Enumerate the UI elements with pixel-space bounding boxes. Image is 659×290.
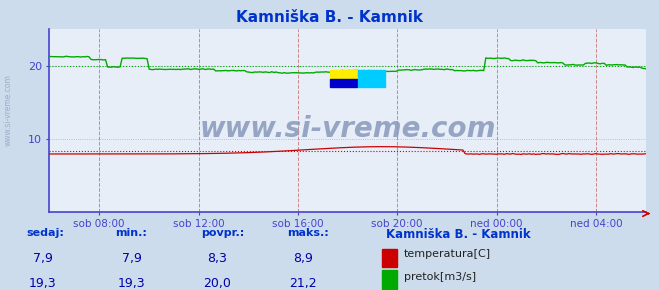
Text: 20,0: 20,0 — [204, 277, 231, 290]
Text: 19,3: 19,3 — [29, 277, 57, 290]
Text: www.si-vreme.com: www.si-vreme.com — [3, 74, 13, 146]
Bar — [358, 79, 385, 87]
Text: 7,9: 7,9 — [122, 252, 142, 265]
Text: sedaj:: sedaj: — [26, 229, 64, 238]
Text: povpr.:: povpr.: — [201, 229, 244, 238]
Bar — [330, 79, 357, 87]
Bar — [382, 249, 397, 267]
Text: Kamniška B. - Kamnik: Kamniška B. - Kamnik — [236, 10, 423, 25]
Text: pretok[m3/s]: pretok[m3/s] — [404, 272, 476, 282]
Text: temperatura[C]: temperatura[C] — [404, 249, 491, 259]
Text: 8,9: 8,9 — [293, 252, 313, 265]
Text: Kamniška B. - Kamnik: Kamniška B. - Kamnik — [386, 229, 530, 241]
Bar — [358, 70, 385, 78]
Text: min.:: min.: — [115, 229, 147, 238]
Text: 21,2: 21,2 — [289, 277, 317, 290]
Text: www.si-vreme.com: www.si-vreme.com — [200, 115, 496, 144]
Text: 8,3: 8,3 — [208, 252, 227, 265]
Bar — [382, 270, 397, 289]
Text: 7,9: 7,9 — [33, 252, 53, 265]
Text: maks.:: maks.: — [287, 229, 328, 238]
Bar — [330, 70, 357, 78]
Text: 19,3: 19,3 — [118, 277, 146, 290]
